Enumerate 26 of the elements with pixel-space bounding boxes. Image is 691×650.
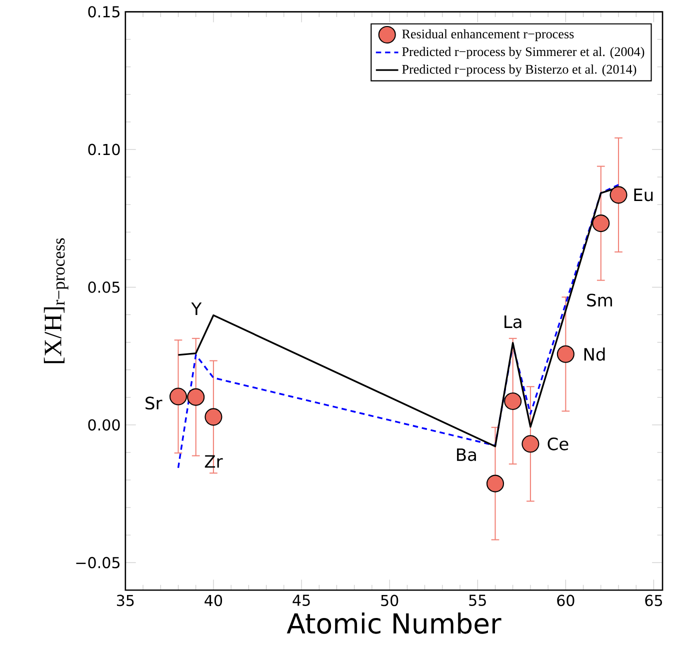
y-tick-label: 0.15 (88, 6, 120, 18)
x-tick-label: 65 (645, 594, 662, 606)
annotation: Sm (587, 294, 612, 307)
annotation: Ce (548, 437, 568, 450)
legend-label: Residual enhancement r−process (402, 29, 574, 42)
x-tick-label: 40 (204, 594, 222, 606)
x-tick-label: 45 (292, 594, 310, 606)
y-tick-label: 0.00 (88, 419, 120, 431)
legend-label: Predicted r−process by Bisterzo et al. (2014) (402, 64, 636, 76)
annotation: Eu (634, 188, 653, 202)
y-tick-label: −0.05 (76, 556, 120, 568)
annotation: Zr (204, 455, 223, 468)
legend-label: Predicted r−process by Simmerer et al. (2004) (402, 46, 644, 59)
annotation: La (504, 316, 522, 328)
x-tick-label: 50 (381, 594, 398, 606)
y-axis-title: [X/H]$_{r−process}$ (44, 238, 68, 364)
y-tick-label: 0.10 (88, 144, 120, 156)
x-axis-title: Atomic Number (286, 612, 502, 634)
annotation: Sr (146, 396, 162, 410)
x-tick-label: 60 (557, 594, 574, 606)
annotation: Nd (584, 348, 605, 361)
x-tick-label: 35 (116, 594, 134, 606)
annotation: Ba (457, 448, 476, 462)
y-tick-label: 0.05 (88, 281, 120, 293)
x-tick-label: 55 (469, 594, 486, 606)
annotation: Y (191, 302, 202, 315)
